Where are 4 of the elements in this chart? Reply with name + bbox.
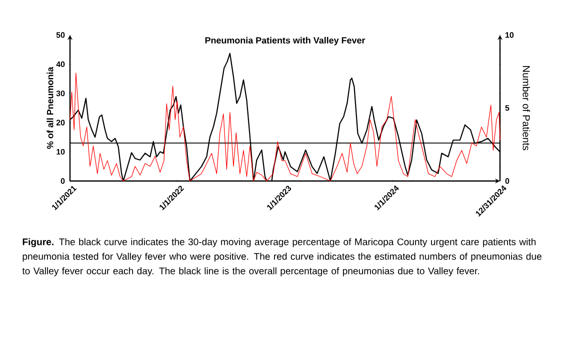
- y-axis-title: % of all Pneumonia: [46, 66, 54, 149]
- chart-title: Pneumonia Patients with Valley Fever: [205, 36, 366, 46]
- y2-axis-title: Number of Patients: [522, 66, 530, 150]
- text: Figure. The black curve indicates the 30-day moving average percentage of Maricopa County urgent care patients with pneumonia tested for Valley fever who were positive. The red curve indicates the estimated numbers of pneumonias due to Valley fever occur each day. The black line is the overall percentage of pneumonias due to Valley fever.: [22, 238, 542, 276]
